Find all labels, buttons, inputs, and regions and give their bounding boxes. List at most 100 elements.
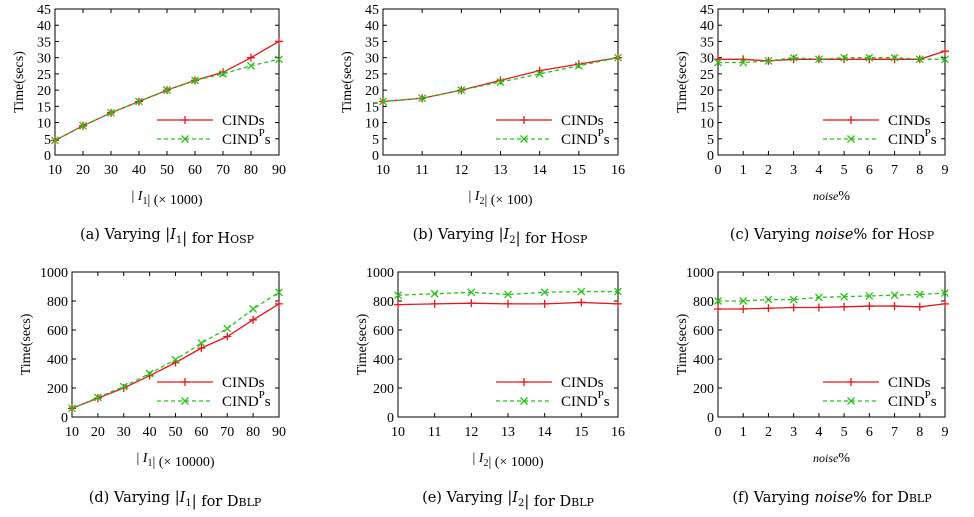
x-tick-label: 80: [246, 425, 260, 440]
plus-marker: [219, 68, 227, 77]
x-tick-label: 0: [715, 425, 722, 440]
plus-marker: [789, 55, 798, 64]
plus-marker: [739, 304, 748, 313]
x-marker: [504, 290, 512, 299]
x-marker: [181, 135, 189, 143]
y-tick-label: 20: [365, 84, 379, 99]
x-tick-label: 13: [501, 425, 515, 440]
y-tick-label: 0: [707, 411, 714, 426]
y-tick-label: 10: [700, 117, 714, 132]
legend-label-cindp: CINDPs: [561, 127, 610, 148]
x-axis-label: noise%: [813, 189, 850, 204]
x-tick-label: 40: [132, 163, 146, 178]
x-marker: [915, 290, 924, 299]
x-tick-label: 4: [815, 163, 822, 178]
plus-marker: [249, 315, 258, 324]
x-tick-label: 50: [169, 425, 183, 440]
x-marker: [247, 61, 255, 70]
y-axis-label: Time(secs): [12, 51, 27, 113]
x-marker: [840, 292, 849, 301]
x-tick-label: 9: [942, 163, 949, 178]
y-tick-label: 600: [693, 324, 714, 339]
plus-marker: [714, 304, 722, 313]
plus-marker: [865, 55, 874, 64]
plus-marker: [247, 53, 255, 62]
x-marker: [764, 56, 773, 65]
legend-label-cinds: CINDs: [888, 375, 931, 391]
x-tick-label: 7: [891, 425, 898, 440]
plot-frame: [717, 8, 946, 156]
y-tick-label: 15: [700, 100, 714, 115]
y-tick-label: 20: [700, 84, 714, 99]
y-tick-label: 45: [365, 3, 379, 18]
y-tick-label: 10: [37, 117, 51, 132]
legend-label-cindp: CINDPs: [888, 389, 937, 410]
x-marker: [467, 288, 476, 297]
y-tick-label: 800: [693, 295, 714, 310]
x-tick-label: 70: [216, 163, 230, 178]
x-marker: [223, 324, 232, 333]
y-tick-label: 0: [372, 149, 379, 164]
x-axis-label: | I1| (× 10000): [136, 451, 214, 470]
x-tick-label: 10: [391, 425, 405, 440]
plus-marker: [197, 344, 206, 353]
x-tick-label: 10: [48, 163, 62, 178]
y-tick-label: 0: [707, 149, 714, 164]
x-tick-label: 3: [790, 163, 797, 178]
chart-e: 0 200 400 600 800 1000 10 11 12 13 14 15 16 Time(secs…: [355, 266, 625, 510]
plus-marker: [840, 302, 849, 311]
x-marker: [418, 94, 427, 103]
y-tick-label: 5: [44, 133, 51, 148]
x-tick-label: 14: [533, 163, 547, 178]
x-marker: [847, 397, 855, 405]
plus-marker: [941, 47, 949, 56]
x-marker: [496, 78, 505, 86]
x-marker: [814, 55, 823, 64]
x-marker: [739, 297, 748, 305]
series-line-cinds: [718, 50, 946, 62]
y-tick-label: 0: [387, 411, 394, 426]
legend-label-cindp: CINDPs: [222, 389, 271, 410]
chart-d: 0 200 400 600 800 1000 10 20 30 40 50 60 70 80 90 Time(…: [19, 266, 286, 510]
x-marker: [739, 58, 748, 67]
x-tick-label: 30: [117, 425, 131, 440]
x-marker: [93, 393, 102, 402]
series-line-cinds: [718, 303, 946, 310]
x-tick-label: 20: [76, 163, 90, 178]
plus-marker: [789, 303, 798, 312]
subfigure-caption: (e) Varying |I2| for DBLP: [422, 490, 594, 510]
x-marker: [379, 97, 387, 106]
legend-label-cinds: CINDs: [222, 375, 265, 391]
legend-label-cindp: CINDPs: [888, 127, 937, 148]
plus-marker: [467, 299, 476, 308]
subfigure-caption: (f) Varying noise% for DBLP: [732, 490, 932, 506]
x-tick-label: 60: [188, 163, 202, 178]
y-tick-label: 400: [373, 353, 394, 368]
x-marker: [714, 297, 722, 305]
x-marker: [865, 53, 874, 62]
y-tick-label: 30: [700, 52, 714, 67]
x-tick-label: 20: [91, 425, 105, 440]
y-tick-label: 30: [365, 52, 379, 67]
plus-marker: [847, 378, 855, 386]
x-marker: [789, 295, 798, 304]
x-tick-label: 16: [611, 163, 625, 178]
y-tick-label: 15: [365, 100, 379, 115]
y-tick-label: 0: [61, 411, 68, 426]
x-tick-label: 90: [272, 425, 286, 440]
y-axis-label: Time(secs): [340, 51, 355, 113]
x-marker: [181, 397, 189, 405]
y-axis-label: Time(secs): [19, 313, 34, 375]
y-tick-label: 20: [37, 84, 51, 99]
plus-marker: [520, 116, 528, 124]
plus-marker: [520, 378, 528, 386]
x-marker: [540, 288, 549, 297]
x-marker: [614, 53, 622, 62]
x-tick-label: 12: [464, 425, 478, 440]
y-tick-label: 25: [365, 68, 379, 83]
x-tick-label: 0: [715, 163, 722, 178]
x-tick-label: 60: [194, 425, 208, 440]
x-marker: [107, 108, 115, 117]
